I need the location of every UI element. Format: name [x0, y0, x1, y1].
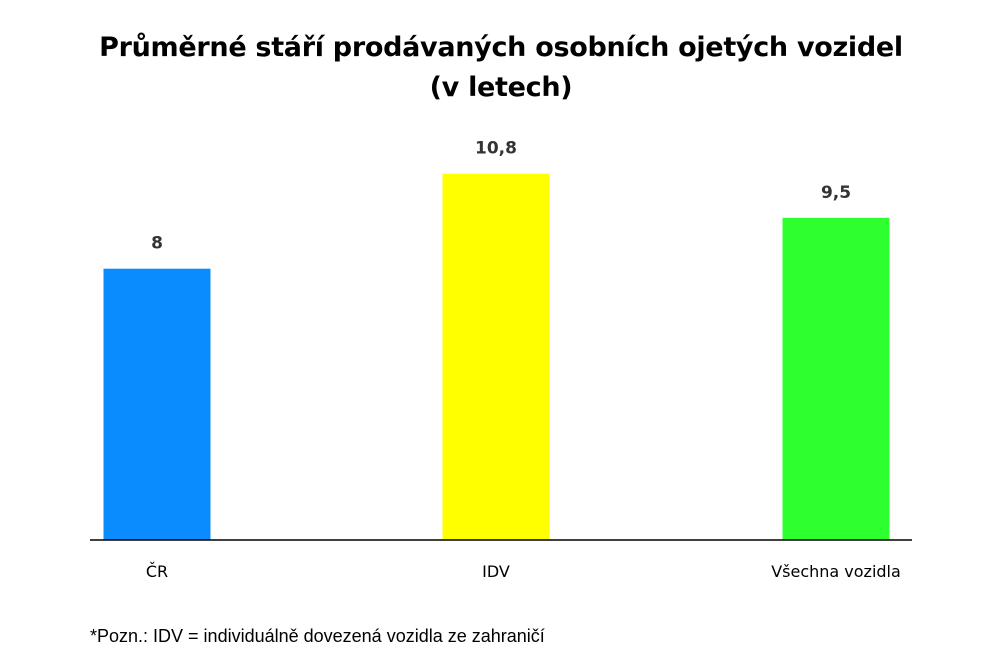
- tick-label-0: ČR: [146, 562, 168, 581]
- chart-title: Průměrné stáří prodávaných osobních ojet…: [0, 28, 1002, 108]
- chart-title-line-2: (v letech): [429, 72, 573, 103]
- tick-label-1: IDV: [482, 562, 510, 581]
- value-label-2: 9,5: [821, 183, 851, 203]
- value-label-0: 8: [151, 234, 163, 254]
- chart-title-line-1: Průměrné stáří prodávaných osobních ojet…: [99, 32, 903, 63]
- value-label-1: 10,8: [475, 139, 517, 159]
- bar-0: [103, 268, 211, 540]
- tick-label-2: Všechna vozidla: [771, 562, 901, 581]
- bar-2: [782, 217, 890, 540]
- bar-1: [442, 173, 550, 540]
- footnote: *Pozn.: IDV = individuálně dovezená vozi…: [90, 626, 545, 646]
